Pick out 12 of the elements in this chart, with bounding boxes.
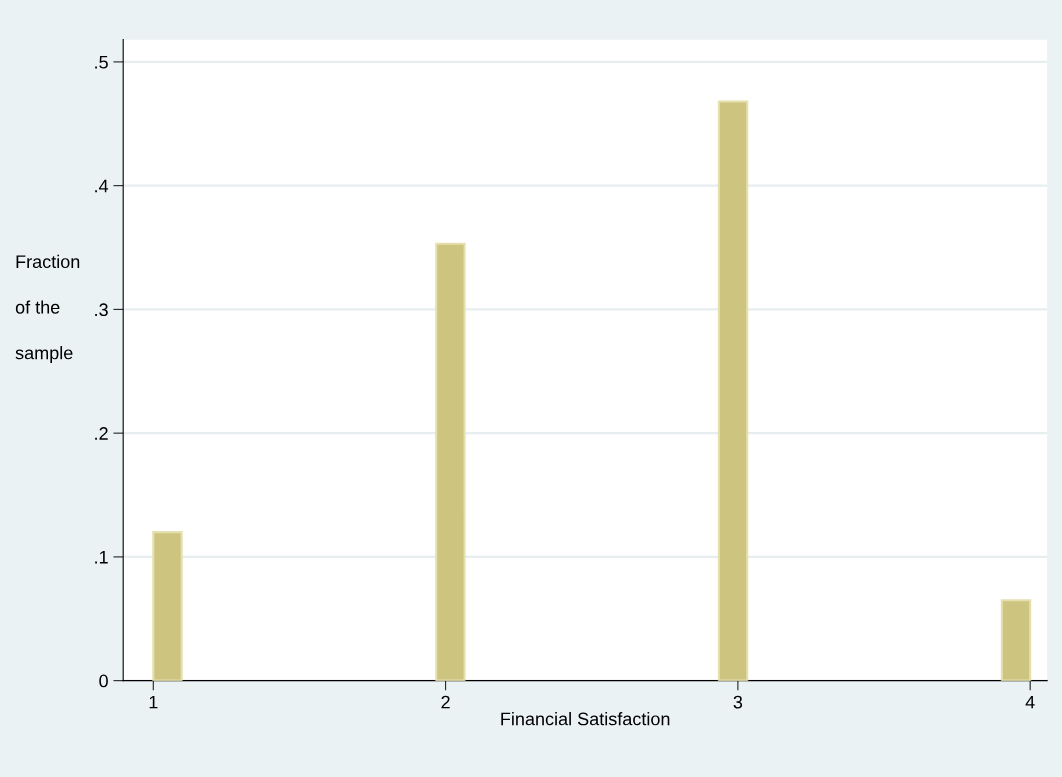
x-tick-label: 1 <box>149 695 158 709</box>
x-tick-label: 4 <box>1025 695 1035 709</box>
x-axis-title: Financial Satisfaction <box>501 712 670 726</box>
x-tick-label: 2 <box>441 695 450 709</box>
y-tick-label: .1 <box>95 551 108 564</box>
y-tick-label: .5 <box>95 56 108 69</box>
y-tick-label: .3 <box>95 303 108 317</box>
text: Fraction of the sample <box>15 254 80 363</box>
x-tick-label: 3 <box>733 695 743 709</box>
y-tick-label: .4 <box>95 179 109 193</box>
y-tick-label: 0 <box>99 674 108 688</box>
y-tick-label: .2 <box>95 427 108 440</box>
